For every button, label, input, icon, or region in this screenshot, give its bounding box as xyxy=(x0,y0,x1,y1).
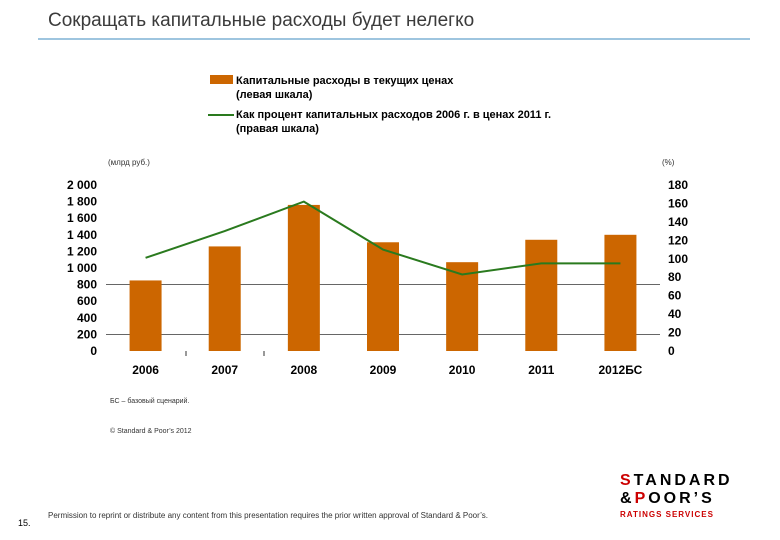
right-tick-label: 80 xyxy=(668,270,682,284)
x-category-label: 2011 xyxy=(528,363,554,377)
right-tick-label: 20 xyxy=(668,326,682,340)
capex-bar xyxy=(367,242,399,351)
left-tick-label: 1 400 xyxy=(67,228,97,242)
x-category-label: 2008 xyxy=(291,363,318,377)
capex-bar xyxy=(525,239,558,351)
title-underline xyxy=(38,38,750,40)
legend-line-label-2: (правая шкала) xyxy=(236,123,319,135)
left-tick-label: 200 xyxy=(77,327,97,341)
right-tick-label: 140 xyxy=(668,215,688,229)
capex-bar xyxy=(287,204,320,351)
sp-logo: STANDARD &POOR’S RATINGS SERVICES xyxy=(620,472,733,519)
right-tick-label: 120 xyxy=(668,233,688,247)
right-tick-label: 160 xyxy=(668,196,688,210)
logo-subtitle: RATINGS SERVICES xyxy=(620,510,714,519)
left-tick-label: 1 200 xyxy=(67,244,97,258)
capex-bar xyxy=(129,280,162,351)
left-axis-unit: (млрд руб.) xyxy=(108,158,150,167)
logo-line-1: STANDARD xyxy=(620,472,733,489)
chart-legend: Капитальные расходы в текущих ценах (лев… xyxy=(208,74,551,142)
right-tick-label: 60 xyxy=(668,289,682,303)
scenario-note: БС – базовый сценарий. xyxy=(110,398,190,405)
left-tick-label: 400 xyxy=(77,311,97,325)
capex-percent-line xyxy=(145,200,621,276)
left-tick-label: 2 000 xyxy=(67,178,97,192)
x-category-label: 2010 xyxy=(449,363,476,377)
permission-text: Permission to reprint or distribute any … xyxy=(48,511,488,520)
left-tick-label: 600 xyxy=(77,294,97,308)
x-category-label: 2012БС xyxy=(599,363,643,377)
left-tick-label: 1 600 xyxy=(67,211,97,225)
legend-bars-label-2: (левая шкала) xyxy=(236,89,313,101)
legend-line-label-1: Как процент капитальных расходов 2006 г.… xyxy=(236,109,552,121)
capex-bar xyxy=(604,234,637,351)
legend-item-bars: Капитальные расходы в текущих ценах (лев… xyxy=(208,74,551,102)
capex-bar xyxy=(208,246,241,351)
source-note: © Standard & Poor’s 2012 xyxy=(110,428,192,435)
x-category-label: 2007 xyxy=(211,363,238,377)
x-category-label: 2009 xyxy=(370,363,397,377)
right-tick-label: 0 xyxy=(668,344,675,358)
legend-line-swatch xyxy=(208,114,234,116)
left-tick-label: 1 000 xyxy=(67,261,97,275)
x-category-label: 2006 xyxy=(132,363,159,377)
logo-line-2: &POOR’S xyxy=(620,490,715,507)
legend-item-line: Как процент капитальных расходов 2006 г.… xyxy=(208,108,551,136)
page-title: Сокращать капитальные расходы будет неле… xyxy=(48,10,475,31)
left-tick-label: 1 800 xyxy=(67,195,97,209)
right-tick-label: 180 xyxy=(668,178,688,192)
right-tick-label: 40 xyxy=(668,307,682,321)
legend-bars-label-1: Капитальные расходы в текущих ценах xyxy=(236,75,454,87)
left-tick-label: 0 xyxy=(90,344,97,358)
right-axis-unit: (%) xyxy=(662,158,675,167)
legend-bar-swatch xyxy=(210,75,233,84)
page-number: 15. xyxy=(18,518,31,528)
right-tick-label: 100 xyxy=(668,252,688,266)
left-tick-label: 800 xyxy=(77,278,97,292)
capex-bar xyxy=(446,262,479,351)
